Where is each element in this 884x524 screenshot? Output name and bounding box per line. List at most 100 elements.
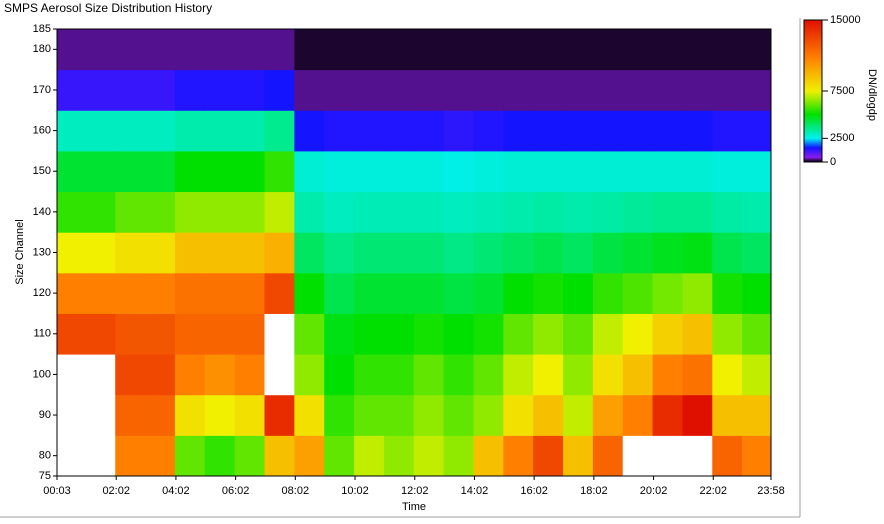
heatmap-cell — [413, 150, 445, 193]
heatmap-cell — [383, 272, 415, 314]
x-tick-label: 12:02 — [401, 485, 429, 497]
heatmap-cell — [592, 232, 624, 274]
heatmap-cell — [473, 354, 504, 396]
heatmap-cell — [234, 191, 265, 233]
heatmap-cell — [533, 69, 564, 111]
heatmap-cell — [443, 354, 474, 396]
heatmap-cell — [473, 191, 504, 233]
x-tick-label: 04:02 — [162, 485, 190, 497]
heatmap-cell — [264, 272, 295, 314]
heatmap-cell — [115, 354, 146, 396]
heatmap-cell — [234, 272, 265, 314]
heatmap-cell — [174, 69, 206, 111]
heatmap-cell — [503, 191, 534, 233]
heatmap-cell — [712, 191, 743, 233]
heatmap-cell — [742, 394, 771, 436]
heatmap-cell — [473, 29, 504, 71]
heatmap-cell — [533, 272, 564, 314]
heatmap-cell — [592, 191, 624, 233]
heatmap-cell — [324, 435, 355, 476]
heatmap-cell — [234, 232, 265, 274]
heatmap-cell — [383, 435, 415, 476]
heatmap-cell — [712, 394, 743, 436]
heatmap-cell — [145, 313, 176, 355]
heatmap-cell — [57, 313, 86, 355]
heatmap-cell — [443, 69, 474, 111]
heatmap-cell — [115, 29, 146, 71]
heatmap-cell — [622, 232, 654, 274]
heatmap-cell — [503, 272, 534, 314]
heatmap-cell — [383, 150, 415, 193]
heatmap-cell — [413, 191, 445, 233]
heatmap-cell — [413, 110, 445, 152]
heatmap-cell — [57, 435, 86, 476]
heatmap-cell — [294, 69, 325, 111]
heatmap-cell — [563, 69, 594, 111]
heatmap-cell — [712, 272, 743, 314]
heatmap-cell — [174, 232, 206, 274]
heatmap-cell — [324, 313, 355, 355]
heatmap-cell — [742, 29, 771, 71]
heatmap-cell — [174, 29, 206, 71]
heatmap-cell — [563, 394, 594, 436]
heatmap-cell — [742, 110, 771, 152]
x-axis-label: Time — [402, 501, 426, 513]
heatmap-cell — [115, 272, 146, 314]
x-tick-label: 14:02 — [461, 485, 489, 497]
heatmap-cell — [85, 272, 116, 314]
heatmap-cell — [294, 150, 325, 193]
heatmap-cell — [563, 191, 594, 233]
heatmap-cell — [204, 272, 236, 314]
heatmap-cell — [234, 313, 265, 355]
heatmap-cell — [563, 232, 594, 274]
y-tick-label: 80 — [39, 450, 51, 462]
heatmap-cell — [234, 394, 265, 436]
heatmap-cell — [503, 69, 534, 111]
heatmap-cell — [354, 354, 385, 396]
heatmap-cell — [592, 394, 624, 436]
y-tick-label: 185 — [33, 23, 51, 35]
colorbar-tick-label: 0 — [830, 156, 836, 168]
heatmap-cell — [622, 110, 654, 152]
heatmap-cell — [264, 313, 295, 355]
heatmap-cell — [503, 29, 534, 71]
y-tick-label: 140 — [33, 206, 51, 218]
heatmap-cell — [413, 354, 445, 396]
heatmap-cell — [354, 29, 385, 71]
heatmap-cell — [473, 150, 504, 193]
heatmap-cell — [503, 110, 534, 152]
heatmap-cell — [563, 435, 594, 476]
heatmap-cell — [533, 354, 564, 396]
heatmap-cell — [85, 394, 116, 436]
heatmap-cell — [383, 110, 415, 152]
heatmap-cell — [145, 435, 176, 476]
heatmap-cell — [652, 272, 683, 314]
heatmap-cell — [533, 232, 564, 274]
heatmap-cell — [533, 191, 564, 233]
heatmap-cell — [204, 354, 236, 396]
heatmap-cell — [592, 354, 624, 396]
heatmap-cell — [383, 191, 415, 233]
heatmap-cell — [294, 232, 325, 274]
heatmap-cell — [473, 232, 504, 274]
heatmap-cell — [563, 354, 594, 396]
heatmap-cell — [533, 435, 564, 476]
heatmap-cell — [294, 191, 325, 233]
heatmap-cell — [264, 354, 295, 396]
heatmap-cell — [443, 394, 474, 436]
colorbar-tick-label: 15000 — [830, 14, 861, 26]
heatmap-cell — [354, 435, 385, 476]
x-tick-label: 18:02 — [580, 485, 608, 497]
x-tick-label: 22:02 — [700, 485, 728, 497]
heatmap-cell — [413, 232, 445, 274]
heatmap-cell — [174, 191, 206, 233]
heatmap-cell — [413, 29, 445, 71]
heatmap-cell — [204, 313, 236, 355]
heatmap-cell — [682, 394, 713, 436]
axes: 00:03 02:02 04:02 06:02 08:02 10:02 12:02 14:02… — [33, 23, 785, 497]
heatmap-cell — [712, 354, 743, 396]
heatmap-cell — [115, 150, 146, 193]
heatmap-cell — [354, 191, 385, 233]
heatmap-cell — [413, 272, 445, 314]
heatmap-cell — [57, 191, 86, 233]
